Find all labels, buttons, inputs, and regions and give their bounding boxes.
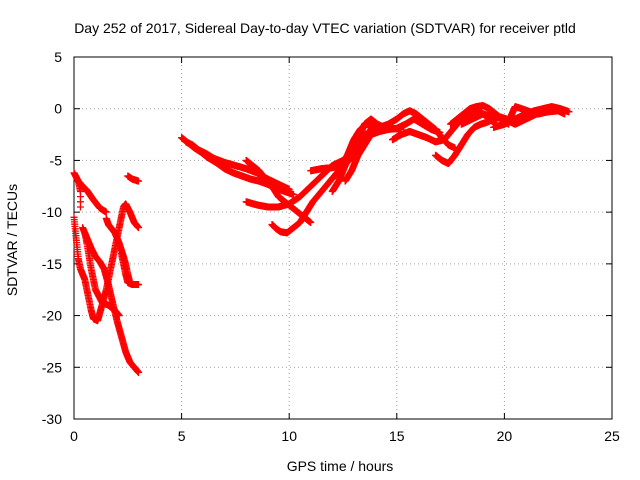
data-point	[285, 185, 293, 193]
data-point	[76, 203, 84, 211]
y-tick-label: 5	[54, 49, 62, 65]
data-points	[70, 102, 573, 376]
series-s6	[117, 250, 143, 289]
y-tick-label: -25	[42, 359, 62, 375]
data-point	[135, 368, 143, 376]
series-s1	[70, 169, 84, 211]
x-tick-label: 10	[281, 428, 297, 444]
y-tick-label: -15	[42, 256, 62, 272]
y-tick-label: -30	[42, 411, 62, 427]
y-tick-label: -20	[42, 308, 62, 324]
data-point	[307, 218, 315, 226]
series-s16	[367, 107, 459, 152]
x-axis-label: GPS time / hours	[287, 458, 394, 474]
data-point	[102, 208, 110, 216]
x-tick-label: 15	[389, 428, 405, 444]
y-tick-label: 0	[54, 101, 62, 117]
chart-title: Day 252 of 2017, Sidereal Day-to-day VTE…	[74, 20, 576, 36]
tick-labels: 0 5 10 15 20 25 5 0 -5 -10 -15 -20 -25 -30	[42, 49, 620, 444]
x-tick-label: 20	[497, 428, 513, 444]
data-point	[135, 281, 143, 289]
series-s22	[505, 103, 569, 125]
series-s9	[182, 138, 293, 193]
data-point	[135, 177, 143, 185]
series-s4	[79, 224, 143, 376]
data-point	[135, 224, 143, 232]
y-tick-label: -10	[42, 204, 62, 220]
y-axis-label: SDTVAR / TECUs	[4, 184, 20, 296]
x-tick-label: 5	[178, 428, 186, 444]
series-s5	[81, 229, 123, 320]
y-tick-label: -5	[50, 152, 63, 168]
data-point	[561, 110, 569, 118]
x-tick-label: 25	[604, 428, 620, 444]
data-point	[290, 191, 298, 199]
x-tick-label: 0	[70, 428, 78, 444]
data-point	[565, 108, 573, 116]
series-s7	[124, 172, 143, 185]
data-point	[115, 312, 123, 320]
